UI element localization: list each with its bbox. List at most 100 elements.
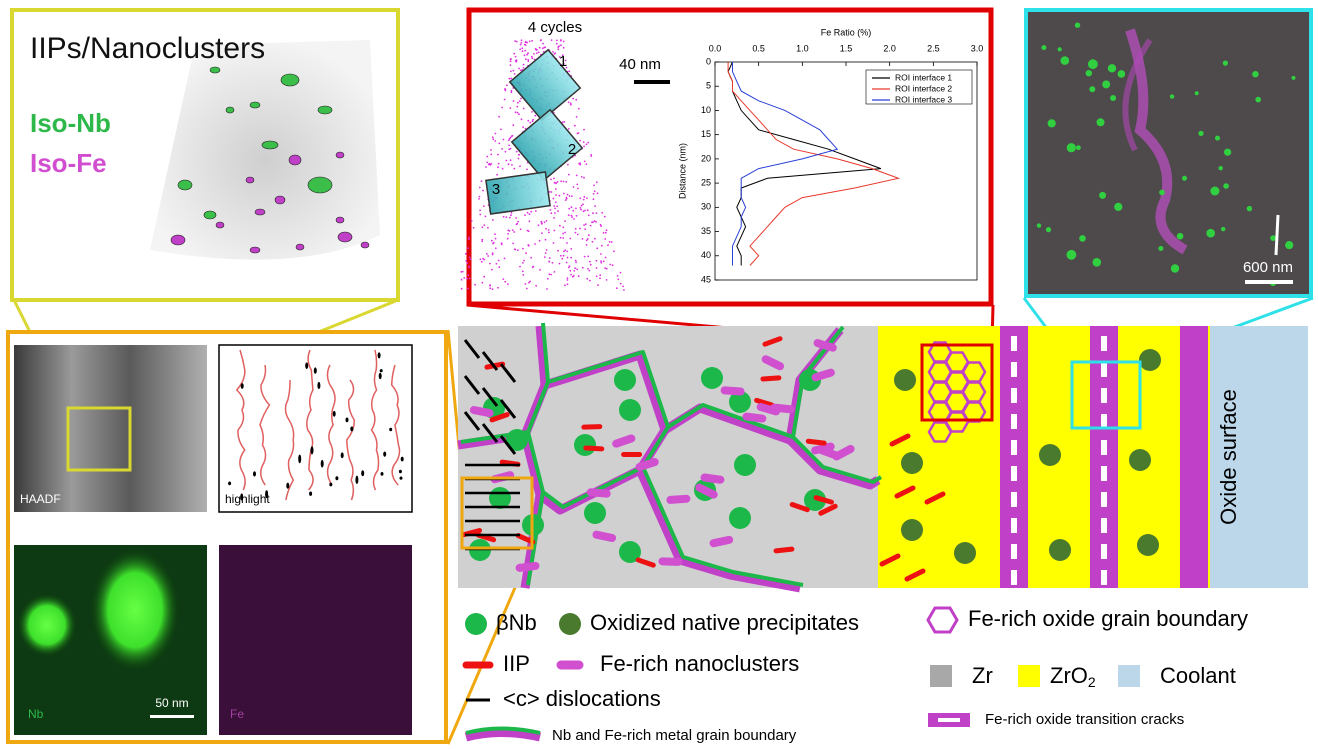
atom bbox=[590, 225, 592, 227]
crack-dash bbox=[1101, 466, 1107, 481]
oxidized-precipitate bbox=[1049, 539, 1071, 561]
highlight-dot bbox=[317, 382, 320, 389]
isosurface bbox=[338, 232, 352, 242]
atom bbox=[546, 220, 548, 222]
atom bbox=[524, 54, 526, 56]
atom bbox=[616, 287, 618, 289]
atom bbox=[544, 256, 546, 258]
atom bbox=[518, 68, 520, 70]
nb-dot bbox=[1255, 97, 1261, 103]
atom bbox=[570, 274, 572, 276]
atom bbox=[521, 39, 523, 41]
atom bbox=[583, 210, 585, 212]
atom bbox=[592, 212, 594, 214]
atom bbox=[504, 99, 506, 101]
highlight-dot bbox=[333, 411, 336, 417]
x-tick-label: 1.5 bbox=[840, 43, 853, 53]
atom bbox=[541, 232, 543, 234]
atom bbox=[532, 120, 534, 122]
atom bbox=[594, 238, 596, 240]
atom bbox=[566, 197, 568, 199]
atom bbox=[596, 247, 598, 249]
highlight-dot bbox=[305, 362, 308, 369]
atom bbox=[519, 165, 521, 167]
iip bbox=[584, 427, 600, 428]
crack-dash bbox=[1101, 362, 1107, 377]
highlight-dot bbox=[401, 457, 404, 462]
isosurface bbox=[171, 235, 185, 245]
atom bbox=[575, 262, 577, 264]
isosurface bbox=[250, 102, 260, 108]
atom bbox=[593, 185, 595, 187]
nb-dot bbox=[1041, 45, 1046, 50]
highlight-dot bbox=[400, 477, 403, 480]
atom bbox=[514, 40, 516, 42]
atom bbox=[466, 262, 468, 264]
atom bbox=[595, 221, 597, 223]
x-tick-label: 3.0 bbox=[971, 43, 984, 53]
atom bbox=[497, 166, 499, 168]
iip bbox=[776, 549, 792, 551]
atom bbox=[578, 132, 580, 134]
atom bbox=[553, 178, 555, 180]
atom bbox=[531, 40, 533, 42]
y-axis-label: Distance (nm) bbox=[677, 143, 687, 199]
atom bbox=[565, 199, 567, 201]
atom bbox=[561, 258, 563, 260]
legend-text: Oxidized native precipitates bbox=[590, 610, 859, 635]
atom bbox=[576, 116, 578, 118]
atom bbox=[617, 275, 619, 277]
image-label: Nb bbox=[28, 707, 44, 721]
isosurface bbox=[216, 222, 224, 228]
atom bbox=[516, 224, 518, 226]
atom bbox=[478, 198, 480, 200]
atom bbox=[564, 232, 566, 234]
atom bbox=[510, 159, 512, 161]
atom bbox=[570, 257, 572, 259]
scale-label: 40 nm bbox=[619, 56, 661, 73]
atom bbox=[567, 277, 569, 279]
atom bbox=[525, 41, 527, 43]
surface-label: Oxide surface bbox=[1216, 389, 1241, 525]
y-tick-label: 25 bbox=[701, 177, 711, 187]
atom bbox=[538, 224, 540, 226]
legend-text: <c> dislocations bbox=[503, 686, 661, 711]
legend-symbol bbox=[930, 665, 952, 687]
atom bbox=[550, 212, 552, 214]
atom bbox=[585, 223, 587, 225]
x-tick-label: 1.0 bbox=[796, 43, 809, 53]
atom bbox=[495, 238, 497, 240]
atom bbox=[586, 197, 588, 199]
nb-dot bbox=[1097, 118, 1105, 126]
atom bbox=[588, 234, 590, 236]
iip bbox=[808, 441, 824, 443]
atom bbox=[529, 281, 531, 283]
atom bbox=[492, 288, 494, 290]
highlight-dot bbox=[379, 373, 382, 379]
legend-subscript: 2 bbox=[1088, 674, 1096, 690]
atom bbox=[483, 259, 485, 261]
nb-dot bbox=[1206, 229, 1215, 238]
nanocluster bbox=[616, 438, 631, 443]
atom bbox=[577, 234, 579, 236]
atom bbox=[566, 242, 568, 244]
highlight-dot bbox=[341, 452, 344, 458]
atom bbox=[496, 174, 498, 176]
atom bbox=[460, 271, 462, 273]
beta-nb bbox=[701, 367, 723, 389]
atom bbox=[593, 198, 595, 200]
nb-dot bbox=[1037, 223, 1041, 227]
y-tick-label: 10 bbox=[701, 105, 711, 115]
atom bbox=[524, 44, 526, 46]
atom bbox=[507, 238, 509, 240]
atom bbox=[513, 168, 515, 170]
atom bbox=[547, 278, 549, 280]
highlight-dot bbox=[286, 483, 289, 489]
atom bbox=[462, 271, 464, 273]
atom bbox=[516, 41, 518, 43]
atom bbox=[492, 138, 494, 140]
atom bbox=[507, 233, 509, 235]
atom bbox=[519, 100, 521, 102]
nb-dot bbox=[1224, 149, 1231, 156]
schematic: Oxide surface bbox=[458, 323, 1308, 588]
